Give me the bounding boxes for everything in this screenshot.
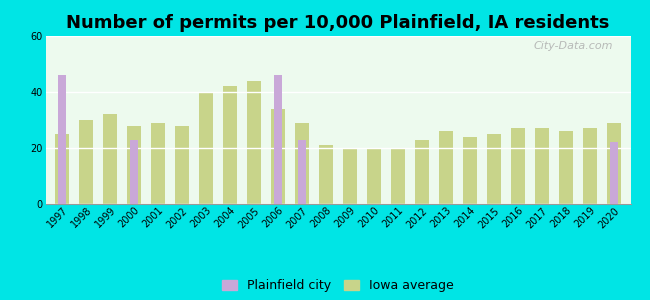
Bar <box>130 140 138 204</box>
Text: City-Data.com: City-Data.com <box>534 41 613 51</box>
Bar <box>223 86 237 204</box>
Bar <box>55 134 70 204</box>
Bar <box>298 140 306 204</box>
Bar <box>511 128 525 204</box>
Bar <box>58 75 66 204</box>
Bar <box>274 75 282 204</box>
Bar <box>199 92 213 204</box>
Bar <box>103 114 118 204</box>
Bar <box>610 142 617 204</box>
Bar <box>534 128 549 204</box>
Bar <box>391 148 405 204</box>
Bar <box>606 123 621 204</box>
Bar <box>415 140 429 204</box>
Bar <box>271 109 285 204</box>
Bar <box>439 131 453 204</box>
Legend: Plainfield city, Iowa average: Plainfield city, Iowa average <box>217 274 459 297</box>
Bar <box>175 126 189 204</box>
Bar <box>582 128 597 204</box>
Bar <box>295 123 309 204</box>
Bar <box>558 131 573 204</box>
Bar <box>463 137 477 204</box>
Bar <box>151 123 165 204</box>
Bar <box>343 148 358 204</box>
Bar <box>318 145 333 204</box>
Bar <box>367 148 381 204</box>
Bar <box>79 120 94 204</box>
Title: Number of permits per 10,000 Plainfield, IA residents: Number of permits per 10,000 Plainfield,… <box>66 14 610 32</box>
Bar <box>247 81 261 204</box>
Bar <box>127 126 142 204</box>
Bar <box>487 134 501 204</box>
